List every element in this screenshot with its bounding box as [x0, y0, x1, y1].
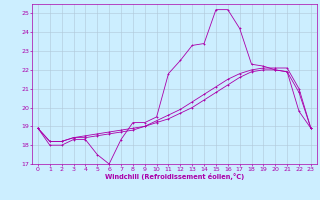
- X-axis label: Windchill (Refroidissement éolien,°C): Windchill (Refroidissement éolien,°C): [105, 173, 244, 180]
